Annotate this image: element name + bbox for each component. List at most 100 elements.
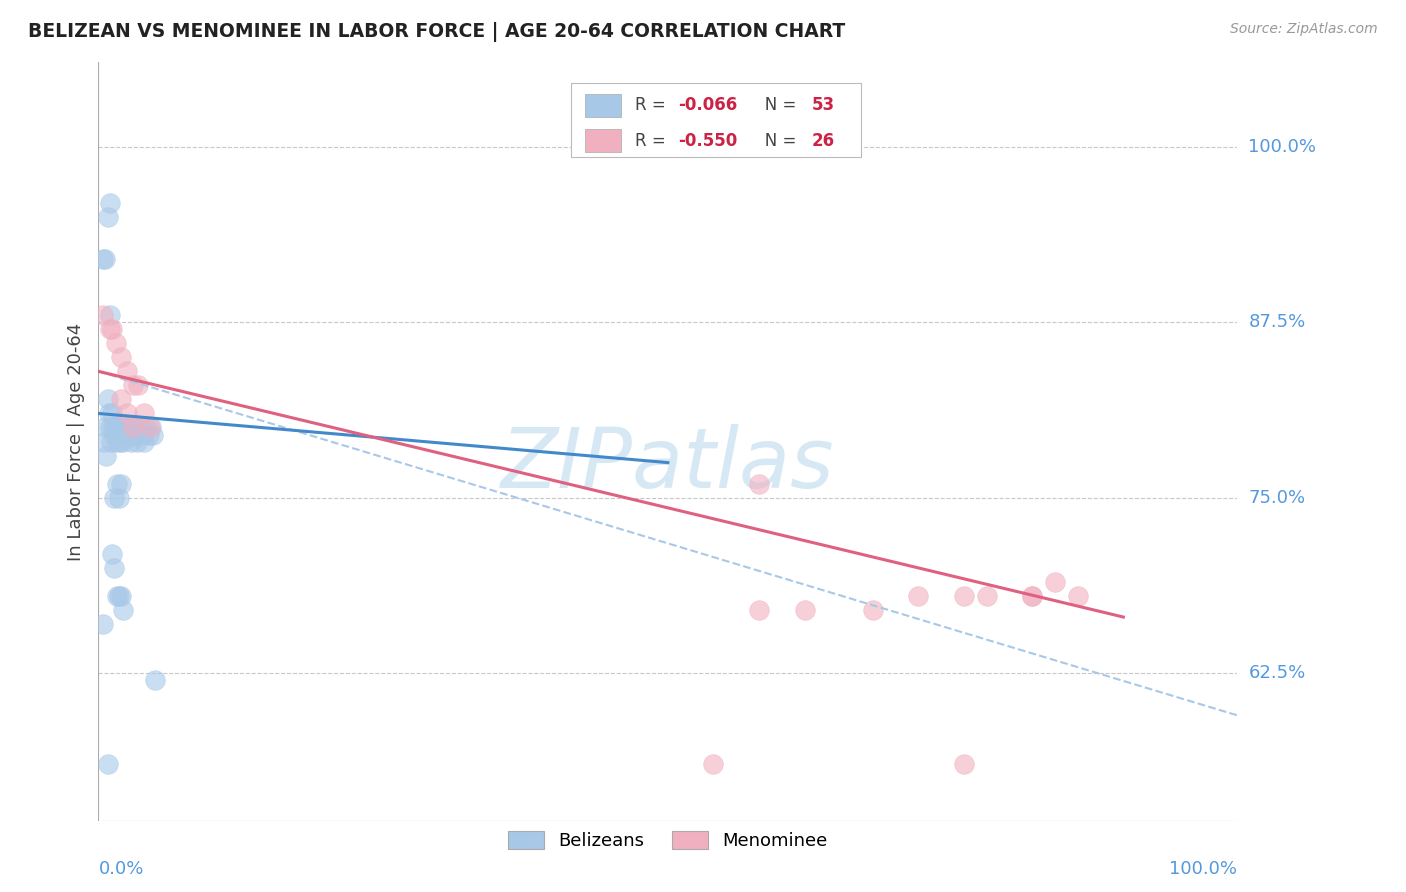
Point bbox=[101, 322, 124, 336]
Point bbox=[121, 378, 143, 392]
Point bbox=[112, 603, 135, 617]
FancyBboxPatch shape bbox=[585, 94, 621, 117]
Point bbox=[96, 449, 118, 463]
Point bbox=[1021, 589, 1043, 603]
Point bbox=[748, 476, 770, 491]
Point bbox=[135, 420, 157, 434]
Point bbox=[96, 392, 118, 407]
Text: 62.5%: 62.5% bbox=[1249, 665, 1306, 682]
Point bbox=[132, 434, 155, 449]
Point bbox=[108, 589, 131, 603]
Point bbox=[98, 308, 121, 322]
Text: N =: N = bbox=[749, 96, 801, 114]
Point bbox=[111, 427, 134, 442]
Point bbox=[96, 210, 118, 224]
Text: 100.0%: 100.0% bbox=[1170, 860, 1237, 878]
Point bbox=[100, 434, 122, 449]
Point bbox=[118, 420, 141, 434]
Point bbox=[862, 603, 884, 617]
Point bbox=[115, 364, 138, 378]
Y-axis label: In Labor Force | Age 20-64: In Labor Force | Age 20-64 bbox=[66, 322, 84, 561]
Point bbox=[107, 427, 129, 442]
Text: 0.0%: 0.0% bbox=[98, 860, 143, 878]
Point bbox=[115, 420, 138, 434]
Point bbox=[139, 420, 162, 434]
Text: ZIPatlas: ZIPatlas bbox=[501, 424, 835, 505]
Point bbox=[138, 427, 160, 442]
Point bbox=[101, 547, 124, 561]
Point bbox=[793, 603, 815, 617]
Point bbox=[108, 491, 131, 505]
Point bbox=[1067, 589, 1090, 603]
Point bbox=[124, 427, 146, 442]
Point bbox=[91, 308, 114, 322]
Legend: Belizeans, Menominee: Belizeans, Menominee bbox=[501, 823, 835, 857]
Point bbox=[127, 434, 149, 449]
Text: 100.0%: 100.0% bbox=[1249, 137, 1316, 156]
Point bbox=[101, 407, 124, 421]
Text: 26: 26 bbox=[811, 132, 835, 150]
Point bbox=[94, 420, 117, 434]
Text: 53: 53 bbox=[811, 96, 835, 114]
Point bbox=[120, 434, 142, 449]
Text: N =: N = bbox=[749, 132, 801, 150]
Point bbox=[128, 420, 150, 434]
Point bbox=[98, 420, 121, 434]
Point bbox=[121, 420, 143, 434]
Point bbox=[110, 420, 132, 434]
Point bbox=[91, 252, 114, 266]
Point bbox=[127, 378, 149, 392]
Point bbox=[103, 491, 125, 505]
Text: -0.066: -0.066 bbox=[678, 96, 737, 114]
Point bbox=[907, 589, 929, 603]
Point bbox=[953, 589, 976, 603]
Point bbox=[117, 427, 139, 442]
Point bbox=[1021, 589, 1043, 603]
Point bbox=[121, 420, 143, 434]
Point bbox=[108, 434, 131, 449]
Point bbox=[105, 434, 128, 449]
Point bbox=[115, 407, 138, 421]
Point bbox=[702, 757, 724, 772]
Point bbox=[98, 195, 121, 210]
Point bbox=[748, 603, 770, 617]
Text: R =: R = bbox=[636, 96, 671, 114]
Point bbox=[103, 561, 125, 575]
FancyBboxPatch shape bbox=[571, 83, 862, 157]
Point bbox=[105, 476, 128, 491]
Text: R =: R = bbox=[636, 132, 671, 150]
Point bbox=[103, 427, 125, 442]
Point bbox=[103, 420, 125, 434]
Point bbox=[110, 351, 132, 365]
Point bbox=[110, 392, 132, 407]
Text: 87.5%: 87.5% bbox=[1249, 313, 1306, 331]
Text: BELIZEAN VS MENOMINEE IN LABOR FORCE | AGE 20-64 CORRELATION CHART: BELIZEAN VS MENOMINEE IN LABOR FORCE | A… bbox=[28, 22, 845, 42]
Point bbox=[110, 476, 132, 491]
Point bbox=[97, 407, 120, 421]
Point bbox=[120, 427, 142, 442]
Point bbox=[93, 434, 115, 449]
Point bbox=[976, 589, 998, 603]
Text: 75.0%: 75.0% bbox=[1249, 489, 1306, 507]
Point bbox=[114, 420, 136, 434]
Point bbox=[108, 420, 131, 434]
Point bbox=[1043, 574, 1066, 589]
Point bbox=[112, 434, 135, 449]
Point bbox=[98, 322, 121, 336]
Point bbox=[131, 427, 153, 442]
FancyBboxPatch shape bbox=[585, 129, 621, 153]
Point bbox=[138, 420, 160, 434]
Point bbox=[114, 427, 136, 442]
Point bbox=[91, 617, 114, 632]
Point bbox=[110, 589, 132, 603]
Point bbox=[142, 427, 165, 442]
Text: -0.550: -0.550 bbox=[678, 132, 737, 150]
Text: Source: ZipAtlas.com: Source: ZipAtlas.com bbox=[1230, 22, 1378, 37]
Point bbox=[104, 336, 127, 351]
Point bbox=[953, 757, 976, 772]
Point bbox=[104, 420, 127, 434]
Point bbox=[94, 252, 117, 266]
Point bbox=[132, 407, 155, 421]
Point bbox=[105, 589, 128, 603]
Point bbox=[145, 673, 167, 688]
